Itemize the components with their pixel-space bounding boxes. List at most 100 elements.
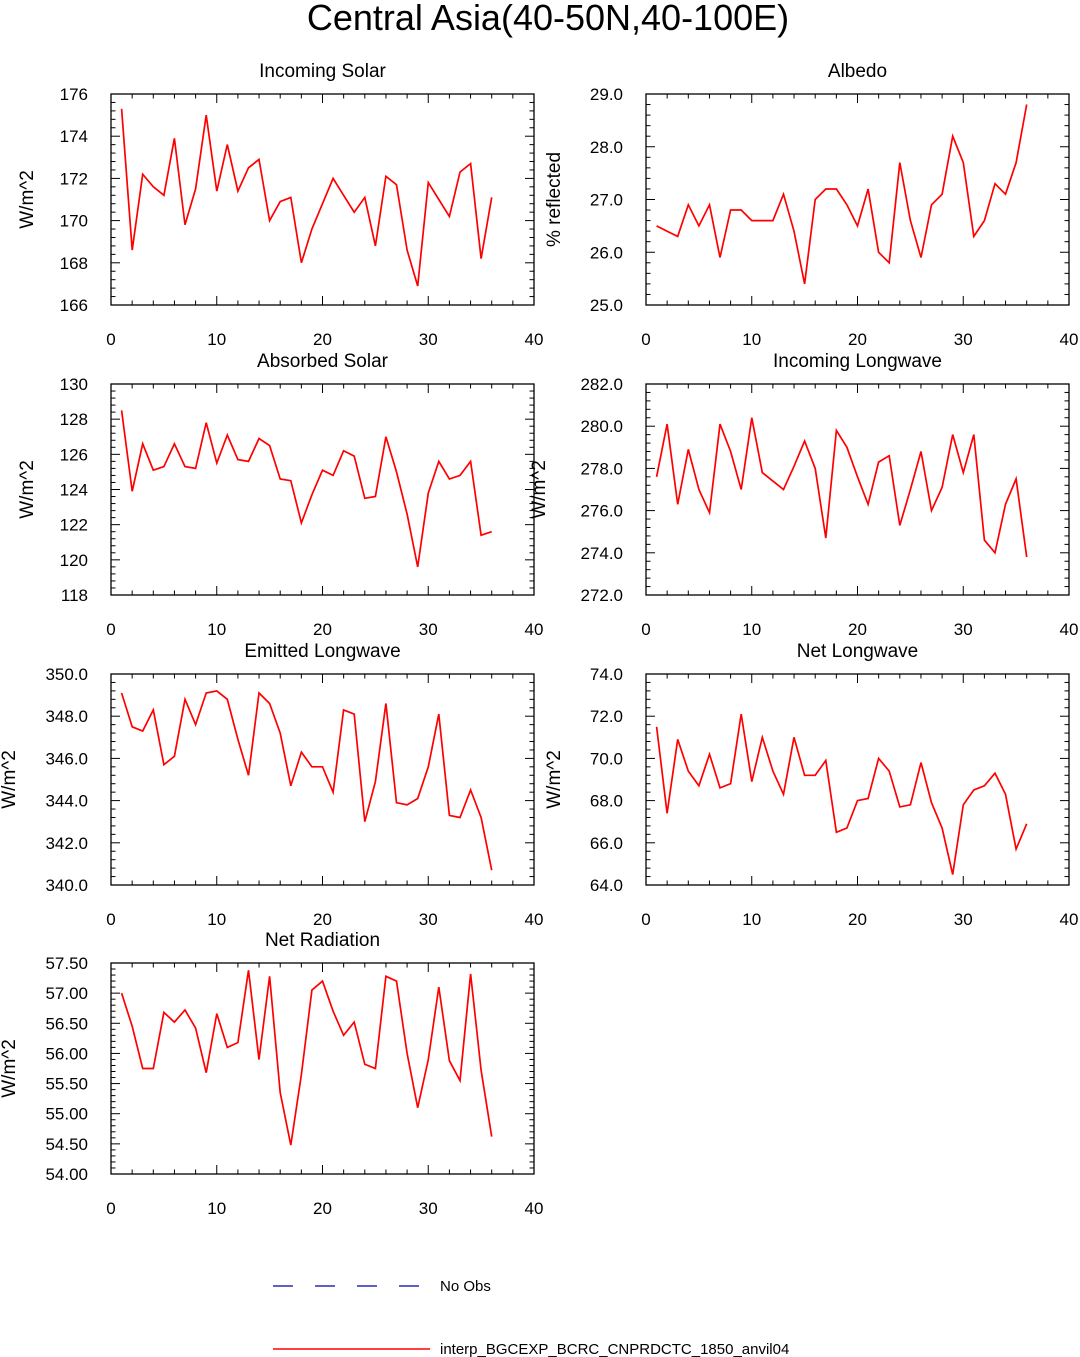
- panel-6: 0 10 20 30 40 64.0 66.0 68.0 70.0 72.0 74.0 Net Lon…: [544, 641, 1078, 929]
- x-tick-label: 0: [106, 1199, 115, 1218]
- x-tick-label: 0: [641, 330, 650, 349]
- y-tick-label: 340.0: [45, 876, 88, 895]
- x-tick-label: 10: [207, 620, 226, 639]
- y-tick-label: 64.0: [590, 876, 623, 895]
- y-tick-label: 118: [61, 586, 88, 605]
- x-tick-label: 30: [954, 620, 973, 639]
- y-tick-label: 56.00: [45, 1044, 88, 1063]
- x-tick-label: 10: [742, 620, 761, 639]
- y-tick-label: 278.0: [580, 459, 623, 478]
- y-tick-label: 272.0: [580, 586, 623, 605]
- x-tick-label: 30: [419, 620, 438, 639]
- panel-title: Incoming Solar: [259, 61, 386, 82]
- y-tick-label: 57.50: [45, 954, 88, 973]
- panel-title: Absorbed Solar: [257, 351, 389, 372]
- x-tick-label: 10: [742, 910, 761, 929]
- panel-5: 0 10 20 30 40 340.0 342.0 344.0 346.0 348.0 350.0 E…: [0, 641, 543, 929]
- y-tick-label: 27.0: [590, 191, 623, 210]
- y-tick-label: 26.0: [590, 243, 623, 262]
- x-tick-label: 30: [419, 1199, 438, 1218]
- plot-frame: [110, 93, 535, 306]
- panel-1: 0 10 20 30 40 166 168 170 172 174 176 Incoming Sola…: [17, 61, 543, 349]
- series-line-1: [120, 689, 493, 871]
- panel-title: Incoming Longwave: [773, 351, 942, 372]
- plot-frame: [645, 383, 1070, 596]
- plot-frame: [645, 93, 1070, 306]
- plot-frame: [645, 673, 1070, 886]
- legend: No Obs interp_BGCEXP_BCRC_CNPRDCTC_1850_…: [273, 1278, 789, 1357]
- y-tick-label: 70.0: [590, 749, 623, 768]
- plot-frame: [110, 962, 535, 1175]
- y-axis-label: W/m^2: [0, 1039, 20, 1098]
- panel-title: Net Radiation: [265, 930, 380, 951]
- y-tick-label: 280.0: [580, 417, 623, 436]
- y-tick-label: 172: [60, 169, 88, 188]
- x-tick-label: 40: [1060, 910, 1079, 929]
- y-tick-label: 55.00: [45, 1105, 88, 1124]
- y-tick-label: 120: [60, 551, 88, 570]
- series-line-1: [120, 410, 492, 568]
- y-tick-label: 68.0: [590, 792, 623, 811]
- y-tick-label: 128: [60, 410, 88, 429]
- panel-title: Albedo: [828, 61, 887, 82]
- x-tick-label: 20: [848, 910, 867, 929]
- y-tick-label: 176: [60, 85, 88, 104]
- y-tick-label: 168: [60, 254, 88, 273]
- y-tick-label: 344.0: [45, 792, 88, 811]
- x-tick-label: 40: [525, 1199, 544, 1218]
- x-tick-label: 40: [525, 330, 544, 349]
- legend-label-no-obs: No Obs: [440, 1278, 491, 1295]
- series-line-1: [120, 970, 493, 1146]
- series-line-1: [655, 713, 1028, 875]
- x-tick-label: 40: [525, 620, 544, 639]
- y-tick-label: 74.0: [590, 665, 623, 684]
- x-tick-label: 20: [848, 620, 867, 639]
- series-line-1: [656, 104, 1028, 285]
- y-tick-label: 55.50: [45, 1075, 88, 1094]
- y-tick-label: 25.0: [590, 296, 623, 315]
- panel-title: Emitted Longwave: [244, 641, 400, 662]
- y-tick-label: 28.0: [590, 138, 623, 157]
- y-tick-label: 72.0: [590, 707, 623, 726]
- y-tick-label: 274.0: [580, 544, 623, 563]
- y-tick-label: 126: [60, 445, 88, 464]
- x-tick-label: 40: [525, 910, 544, 929]
- y-tick-label: 29.0: [590, 85, 623, 104]
- panel-2: 0 10 20 30 40 25.0 26.0 27.0 28.0 29.0 Albedo % ref…: [544, 61, 1078, 349]
- y-axis-label: W/m^2: [529, 460, 550, 519]
- y-axis-label: % reflected: [544, 152, 565, 247]
- x-tick-label: 20: [313, 330, 332, 349]
- x-tick-label: 40: [1060, 330, 1079, 349]
- x-tick-label: 20: [313, 1199, 332, 1218]
- x-tick-label: 0: [106, 330, 115, 349]
- y-tick-label: 342.0: [45, 834, 88, 853]
- series-line-1: [655, 417, 1028, 558]
- x-tick-label: 20: [313, 620, 332, 639]
- y-tick-label: 66.0: [590, 834, 623, 853]
- x-tick-label: 40: [1060, 620, 1079, 639]
- x-tick-label: 30: [419, 910, 438, 929]
- y-tick-label: 166: [60, 296, 88, 315]
- panel-4: 0 10 20 30 40 272.0 274.0 276.0 278.0 280.0 282.0 I…: [529, 351, 1078, 639]
- panel-3: 0 10 20 30 40 118 120 122 124 126 128 130 Absorbed S…: [17, 351, 543, 639]
- y-tick-label: 130: [60, 375, 88, 394]
- y-axis-label: W/m^2: [17, 460, 38, 519]
- y-tick-label: 282.0: [580, 375, 623, 394]
- y-tick-label: 346.0: [45, 749, 88, 768]
- y-tick-label: 350.0: [45, 665, 88, 684]
- x-tick-label: 20: [313, 910, 332, 929]
- x-tick-label: 0: [641, 910, 650, 929]
- x-tick-label: 0: [106, 910, 115, 929]
- panels: 0 10 20 30 40 166 168 170 172 174 176 Incoming Sola…: [0, 61, 1078, 1218]
- x-tick-label: 30: [954, 330, 973, 349]
- y-tick-label: 122: [60, 516, 88, 535]
- panel-title: Net Longwave: [797, 641, 918, 662]
- figure-title: Central Asia(40-50N,40-100E): [307, 0, 789, 38]
- panel-7: 0 10 20 30 40 54.00 54.50 55.00 55.50 56.00 56.50 5…: [0, 930, 543, 1218]
- y-tick-label: 54.00: [45, 1165, 88, 1184]
- y-tick-label: 170: [60, 212, 88, 231]
- y-tick-label: 348.0: [45, 707, 88, 726]
- y-axis-label: W/m^2: [544, 750, 565, 809]
- x-tick-label: 0: [641, 620, 650, 639]
